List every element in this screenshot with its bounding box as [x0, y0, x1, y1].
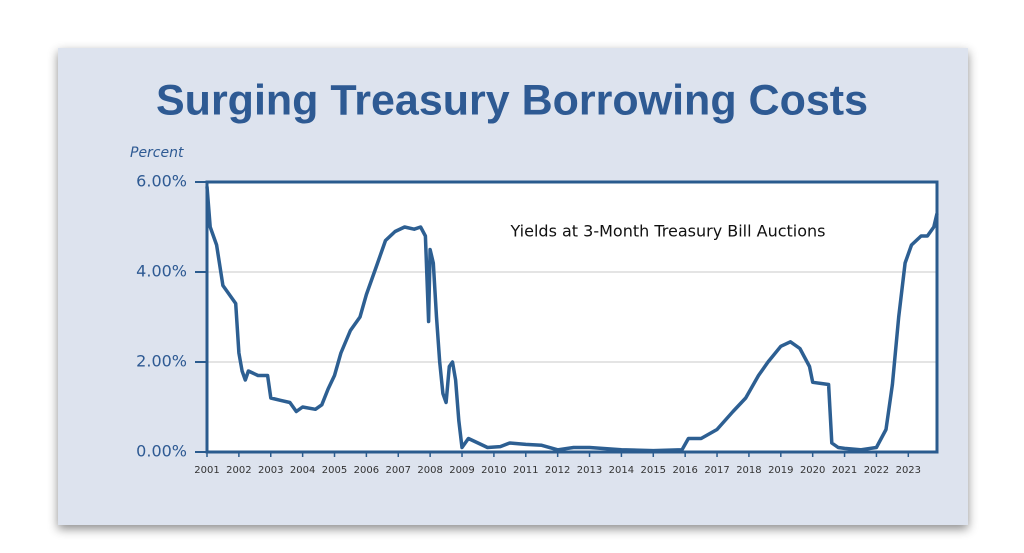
- x-tick-label: 2022: [864, 465, 889, 476]
- y-axis-label: Percent: [130, 145, 184, 161]
- x-tick-label: 2001: [194, 465, 219, 476]
- x-tick-label: 2016: [672, 465, 697, 476]
- plot-frame: [205, 180, 939, 454]
- plot-area: [207, 182, 937, 452]
- x-tick-label: 2021: [832, 465, 857, 476]
- x-tick-label: 2005: [322, 465, 347, 476]
- line: [205, 186, 939, 453]
- x-tick-label: 2017: [704, 465, 729, 476]
- x-tick-label: 2014: [609, 465, 634, 476]
- y-tick-label: 0.00%: [136, 442, 187, 461]
- x-tick-label: 2020: [800, 465, 825, 476]
- x-tick-label: 2013: [577, 465, 602, 476]
- annotation: Yields at 3-Month Treasury Bill Auctions: [509, 222, 825, 241]
- x-tick-label: 2015: [641, 465, 666, 476]
- x-tick-label: 2006: [354, 465, 379, 476]
- chart-title: Surging Treasury Borrowing Costs: [156, 76, 868, 124]
- y-tick-label: 4.00%: [136, 262, 187, 281]
- y-tick-label: 6.00%: [136, 172, 187, 191]
- x-tick-label: 2003: [258, 465, 283, 476]
- x-tick-label: 2018: [736, 465, 761, 476]
- x-tick-label: 2002: [226, 465, 251, 476]
- x-tick-label: 2007: [386, 465, 411, 476]
- x-tick-label: 2010: [481, 465, 506, 476]
- x-tick-label: 2023: [896, 465, 921, 476]
- x-tick-label: 2009: [449, 465, 474, 476]
- x-tick-label: 2019: [768, 465, 793, 476]
- y-tick-label: 2.00%: [136, 352, 187, 371]
- x-tick-label: 2011: [513, 465, 538, 476]
- x-tick-label: 2008: [417, 465, 442, 476]
- x-tick-label: 2004: [290, 465, 315, 476]
- x-tick-label: 2012: [545, 465, 570, 476]
